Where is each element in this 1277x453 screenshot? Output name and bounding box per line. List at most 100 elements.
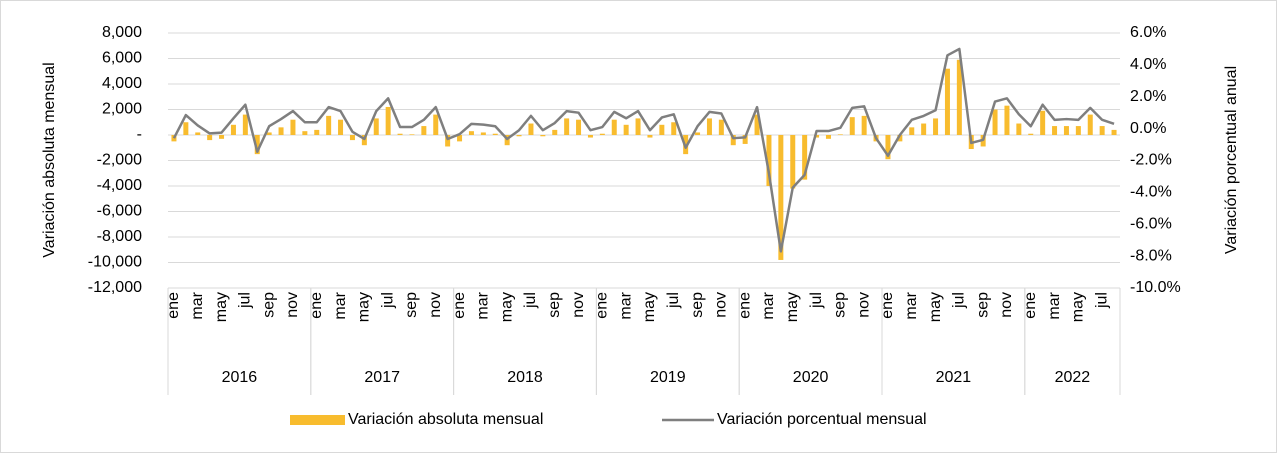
bar: [576, 119, 582, 135]
year-label: 2019: [650, 369, 686, 386]
x-tick-label: nov: [570, 292, 587, 318]
y-tick-label: -: [137, 126, 142, 143]
x-tick-label: jul: [237, 292, 254, 309]
bar: [195, 132, 201, 135]
x-tick-label: ene: [451, 292, 468, 319]
x-tick-label: nov: [998, 292, 1015, 318]
y2-tick-label: -2.0%: [1130, 152, 1172, 169]
y2-tick-label: -8.0%: [1130, 247, 1172, 264]
bar: [266, 132, 272, 135]
bar: [492, 133, 498, 135]
y-tick-label: -6,000: [97, 203, 142, 220]
bar: [1004, 105, 1010, 135]
bar: [587, 135, 593, 138]
bar: [314, 129, 320, 135]
bar: [433, 114, 439, 135]
x-tick-label: may: [356, 292, 373, 322]
x-tick-label: mar: [1046, 291, 1063, 319]
y-tick-label: 2,000: [102, 101, 142, 118]
y-tick-label: -4,000: [97, 177, 142, 194]
x-tick-label: mar: [332, 291, 349, 319]
x-tick-label: jul: [1093, 292, 1110, 309]
bar: [754, 114, 760, 135]
bar: [1040, 110, 1046, 135]
bar: [421, 126, 427, 135]
x-tick-label: mar: [475, 291, 492, 319]
x-tick-label: ene: [594, 292, 611, 319]
bar: [230, 124, 236, 135]
bar: [552, 129, 558, 135]
x-tick-label: nov: [855, 292, 872, 318]
bar: [1028, 133, 1034, 135]
bar: [480, 132, 486, 135]
bar: [1052, 126, 1058, 135]
y2-tick-label: 4.0%: [1130, 56, 1166, 73]
bar: [1016, 123, 1022, 135]
bar: [373, 118, 379, 135]
x-tick-label: sep: [832, 292, 849, 318]
x-tick-label: jul: [808, 292, 825, 309]
y-tick-label: -2,000: [97, 152, 142, 169]
bar: [742, 135, 748, 144]
bar: [1111, 129, 1117, 135]
bar: [338, 119, 344, 135]
bar: [861, 115, 867, 135]
x-tick-label: mar: [189, 291, 206, 319]
y-tick-label: -12,000: [88, 279, 142, 296]
x-tick-label: nov: [713, 292, 730, 318]
y2-tick-label: 2.0%: [1130, 88, 1166, 105]
x-tick-label: jul: [522, 292, 539, 309]
bar: [468, 131, 474, 135]
bar: [933, 118, 939, 135]
x-tick-label: sep: [689, 292, 706, 318]
x-tick-label: sep: [546, 292, 563, 318]
bar: [349, 135, 355, 141]
bar: [385, 106, 391, 135]
bar: [611, 119, 617, 135]
legend-label: Variación absoluta mensual: [348, 411, 543, 428]
y2-axis-label: Variación porcentual anual: [1223, 66, 1240, 254]
bar: [183, 122, 189, 135]
year-label: 2020: [793, 369, 829, 386]
x-tick-label: mar: [903, 291, 920, 319]
bar: [897, 135, 903, 142]
bar: [944, 68, 950, 135]
bar: [254, 135, 260, 155]
bar: [599, 133, 605, 135]
bar: [766, 135, 772, 186]
bar: [837, 134, 843, 135]
bar: [849, 117, 855, 135]
bar: [409, 134, 415, 135]
bar: [635, 118, 641, 135]
bar: [445, 135, 451, 147]
bar: [1099, 126, 1105, 135]
bar: [730, 135, 736, 146]
x-tick-label: ene: [165, 292, 182, 319]
bar: [1063, 126, 1069, 135]
x-tick-label: ene: [736, 292, 753, 319]
bar: [457, 135, 463, 142]
x-tick-label: nov: [427, 292, 444, 318]
legend-label: Variación porcentual mensual: [717, 411, 927, 428]
bar: [956, 59, 962, 135]
x-tick-label: may: [927, 292, 944, 322]
x-tick-label: may: [641, 292, 658, 322]
bar: [695, 132, 701, 135]
bar: [885, 135, 891, 160]
x-tick-label: sep: [403, 292, 420, 318]
x-tick-label: jul: [665, 292, 682, 309]
bar: [1087, 114, 1093, 135]
bar: [992, 109, 998, 135]
y-axis-label: Variación absoluta mensual: [41, 62, 58, 257]
bar: [790, 135, 796, 189]
bar: [302, 131, 308, 135]
line-series: [172, 47, 1115, 253]
bar: [207, 135, 213, 141]
bar: [909, 127, 915, 135]
x-tick-label: may: [1070, 292, 1087, 322]
bar: [528, 123, 534, 135]
y-tick-label: 8,000: [102, 24, 142, 41]
bar: [778, 135, 784, 260]
